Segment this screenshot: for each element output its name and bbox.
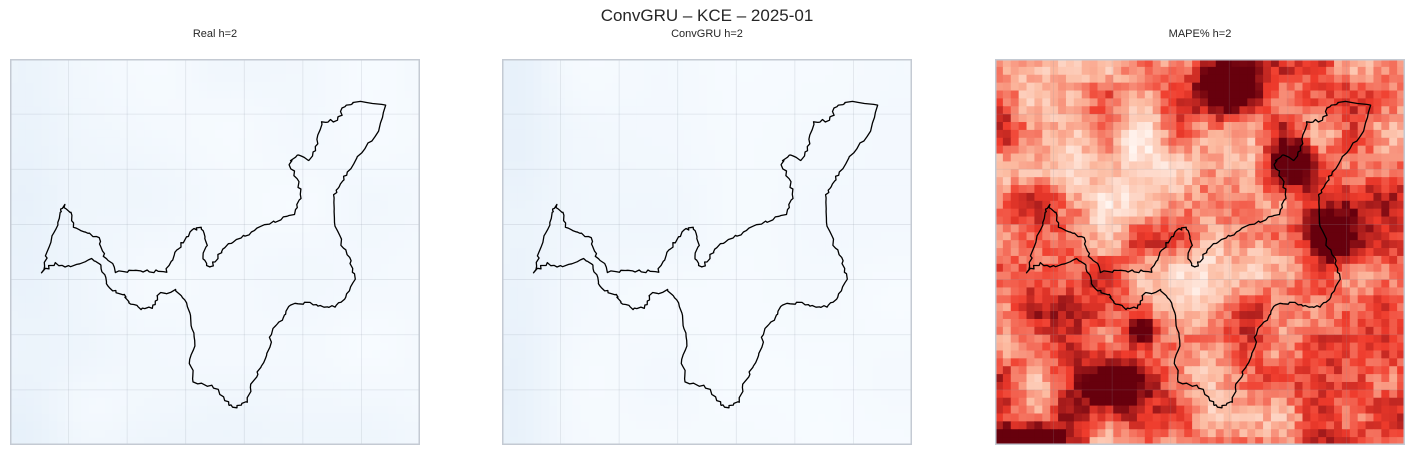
panel-title-real: Real h=2	[192, 28, 238, 40]
heatmap-cells	[995, 59, 1405, 445]
heatmap-convgru-svg	[502, 59, 912, 445]
heatmap-cells	[10, 59, 420, 445]
panel-title-convgru: ConvGRU h=2	[671, 28, 743, 40]
heatmap-mape-svg	[995, 59, 1405, 445]
heatmap-cells	[502, 59, 912, 445]
grid-lines	[502, 59, 912, 445]
region-boundary	[532, 100, 879, 409]
region-boundary	[1025, 100, 1372, 409]
heatmap-real-svg	[10, 59, 420, 445]
axes-frame	[502, 59, 912, 445]
panel-title-mape: MAPE% h=2	[1168, 28, 1232, 40]
figure-title: ConvGRU – KCE – 2025-01	[600, 6, 814, 25]
heatmap-real	[10, 59, 420, 445]
axes-frame	[10, 59, 420, 445]
heatmap-mape	[995, 59, 1405, 445]
grid-lines	[995, 59, 1405, 445]
heatmap-convgru	[502, 59, 912, 445]
grid-lines	[10, 59, 420, 445]
region-boundary	[40, 100, 387, 409]
axes-frame	[995, 59, 1405, 445]
